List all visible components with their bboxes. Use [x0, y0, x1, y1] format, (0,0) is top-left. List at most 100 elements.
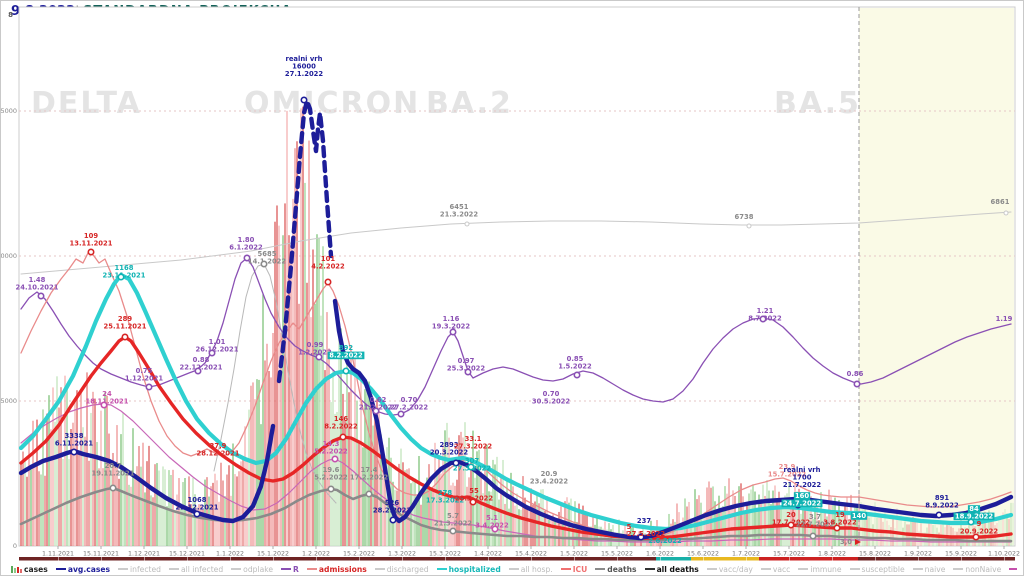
legend-item-deaths[interactable]: deaths: [595, 564, 637, 574]
legend-item-cases[interactable]: cases: [11, 565, 48, 574]
legend-label: admissions: [318, 564, 367, 574]
svg-text:8.9.2022: 8.9.2022: [925, 501, 959, 509]
annotation: 6861: [991, 198, 1010, 206]
legend-item-icu[interactable]: ICU: [560, 565, 587, 574]
annotation-marker: [327, 485, 335, 493]
case-bar: [446, 422, 448, 546]
annotation-marker: [37, 292, 45, 300]
annotation: 116823.11.2021: [103, 264, 146, 281]
annotation: 1.218.7.2022: [748, 307, 782, 323]
x-axis-tick-label: 15.11.2021: [83, 551, 119, 558]
legend-item-r[interactable]: R: [281, 565, 299, 574]
case-bar: [1000, 518, 1002, 546]
case-bar: [160, 494, 162, 546]
case-bar: [318, 237, 320, 546]
case-bar: [730, 506, 732, 546]
case-bar: [588, 527, 590, 546]
legend-item-susceptible[interactable]: susceptible: [849, 565, 905, 574]
x-axis-tick-label: 1.12.2021: [128, 551, 160, 558]
case-bar: [414, 478, 416, 546]
legend-item-discharged[interactable]: discharged: [374, 565, 429, 574]
x-axis-tick-label: 15.2.2022: [343, 551, 375, 558]
case-bar: [114, 462, 116, 546]
case-bar: [36, 419, 38, 546]
case-bar: [26, 476, 28, 546]
case-bar: [978, 510, 980, 546]
case-bar: [94, 398, 96, 546]
case-bar: [344, 420, 346, 546]
svg-text:14.1.2022: 14.1.2022: [248, 257, 287, 265]
case-bar: [436, 470, 438, 546]
legend-item-odplake[interactable]: odplake: [231, 565, 273, 574]
legend-label: deaths: [607, 564, 637, 574]
case-bar: [98, 468, 100, 546]
case-bar: [250, 385, 252, 546]
case-bar: [444, 430, 446, 546]
legend-item-all-infected[interactable]: all infected: [168, 564, 224, 574]
case-bar: [320, 315, 322, 546]
svg-text:1700: 1700: [793, 473, 812, 481]
legend-item-icu-in[interactable]: ICU in: [1009, 565, 1017, 574]
case-bar: [882, 521, 884, 546]
case-bar: [440, 473, 442, 546]
case-bar: [264, 360, 266, 546]
legend-item-vacc-day[interactable]: vacc/day: [706, 565, 753, 574]
case-bar: [872, 524, 874, 546]
annotation-highlight: [967, 505, 981, 513]
case-bar: [992, 520, 994, 546]
legend-item-all-deaths[interactable]: all deaths: [644, 565, 699, 574]
case-bar: [808, 490, 810, 546]
legend-item-immune[interactable]: immune: [798, 564, 842, 574]
case-bar: [136, 466, 138, 546]
case-bar: [276, 205, 278, 546]
svg-text:0.75: 0.75: [136, 367, 153, 375]
annotation-marker: [300, 96, 308, 104]
legend-item-infected[interactable]: infected: [118, 565, 161, 574]
svg-text:19.3.2022: 19.3.2022: [432, 322, 471, 330]
case-bar: [554, 521, 556, 546]
legend-label: all infected: [180, 564, 224, 574]
case-bar: [158, 470, 160, 546]
annotation: 14.35.2.2022: [314, 440, 348, 463]
annotation-marker: [759, 315, 767, 323]
legend-item-hospitalized[interactable]: hospitalized: [436, 565, 501, 574]
legend-item-naive[interactable]: naive: [912, 565, 945, 574]
svg-text:3338: 3338: [65, 432, 84, 440]
legend-label: immune: [810, 564, 842, 574]
case-bar: [768, 490, 770, 546]
case-bar: [92, 391, 94, 546]
x-axis-tick-label: 1.6.2022: [646, 551, 674, 558]
legend-swatch: [508, 568, 519, 570]
case-bar: [238, 471, 240, 546]
series-icu-in-line: [20, 403, 1012, 543]
case-bar: [754, 491, 756, 546]
svg-text:19: 19: [835, 511, 845, 519]
case-bar: [722, 506, 724, 546]
legend-swatch: [953, 568, 964, 570]
svg-text:8.2.2022: 8.2.2022: [324, 422, 358, 430]
case-bar: [468, 477, 470, 546]
legend-item-vacc[interactable]: vacc: [760, 565, 790, 574]
legend-item-nonnaive[interactable]: nonNaive: [953, 565, 1001, 574]
annotation: 23.915.7.2022: [768, 463, 807, 478]
case-bar: [232, 443, 234, 546]
case-bar: [522, 476, 524, 546]
svg-text:6861: 6861: [991, 198, 1010, 206]
case-bar: [86, 372, 88, 546]
legend-item-avg-cases[interactable]: avg.cases: [55, 565, 110, 574]
x-axis-tick-label: 1.5.2022: [560, 551, 588, 558]
legend-item-admissions[interactable]: admissions: [306, 564, 367, 574]
x-axis-tick-label: 15.3.2022: [429, 551, 461, 558]
case-bar: [524, 497, 526, 546]
svg-text:24: 24: [102, 390, 112, 398]
case-bar: [214, 473, 216, 546]
case-bar: [828, 489, 830, 546]
case-bar: [780, 509, 782, 546]
case-bar: [144, 492, 146, 546]
legend-item-all-hosp-[interactable]: all hosp.: [508, 565, 553, 574]
